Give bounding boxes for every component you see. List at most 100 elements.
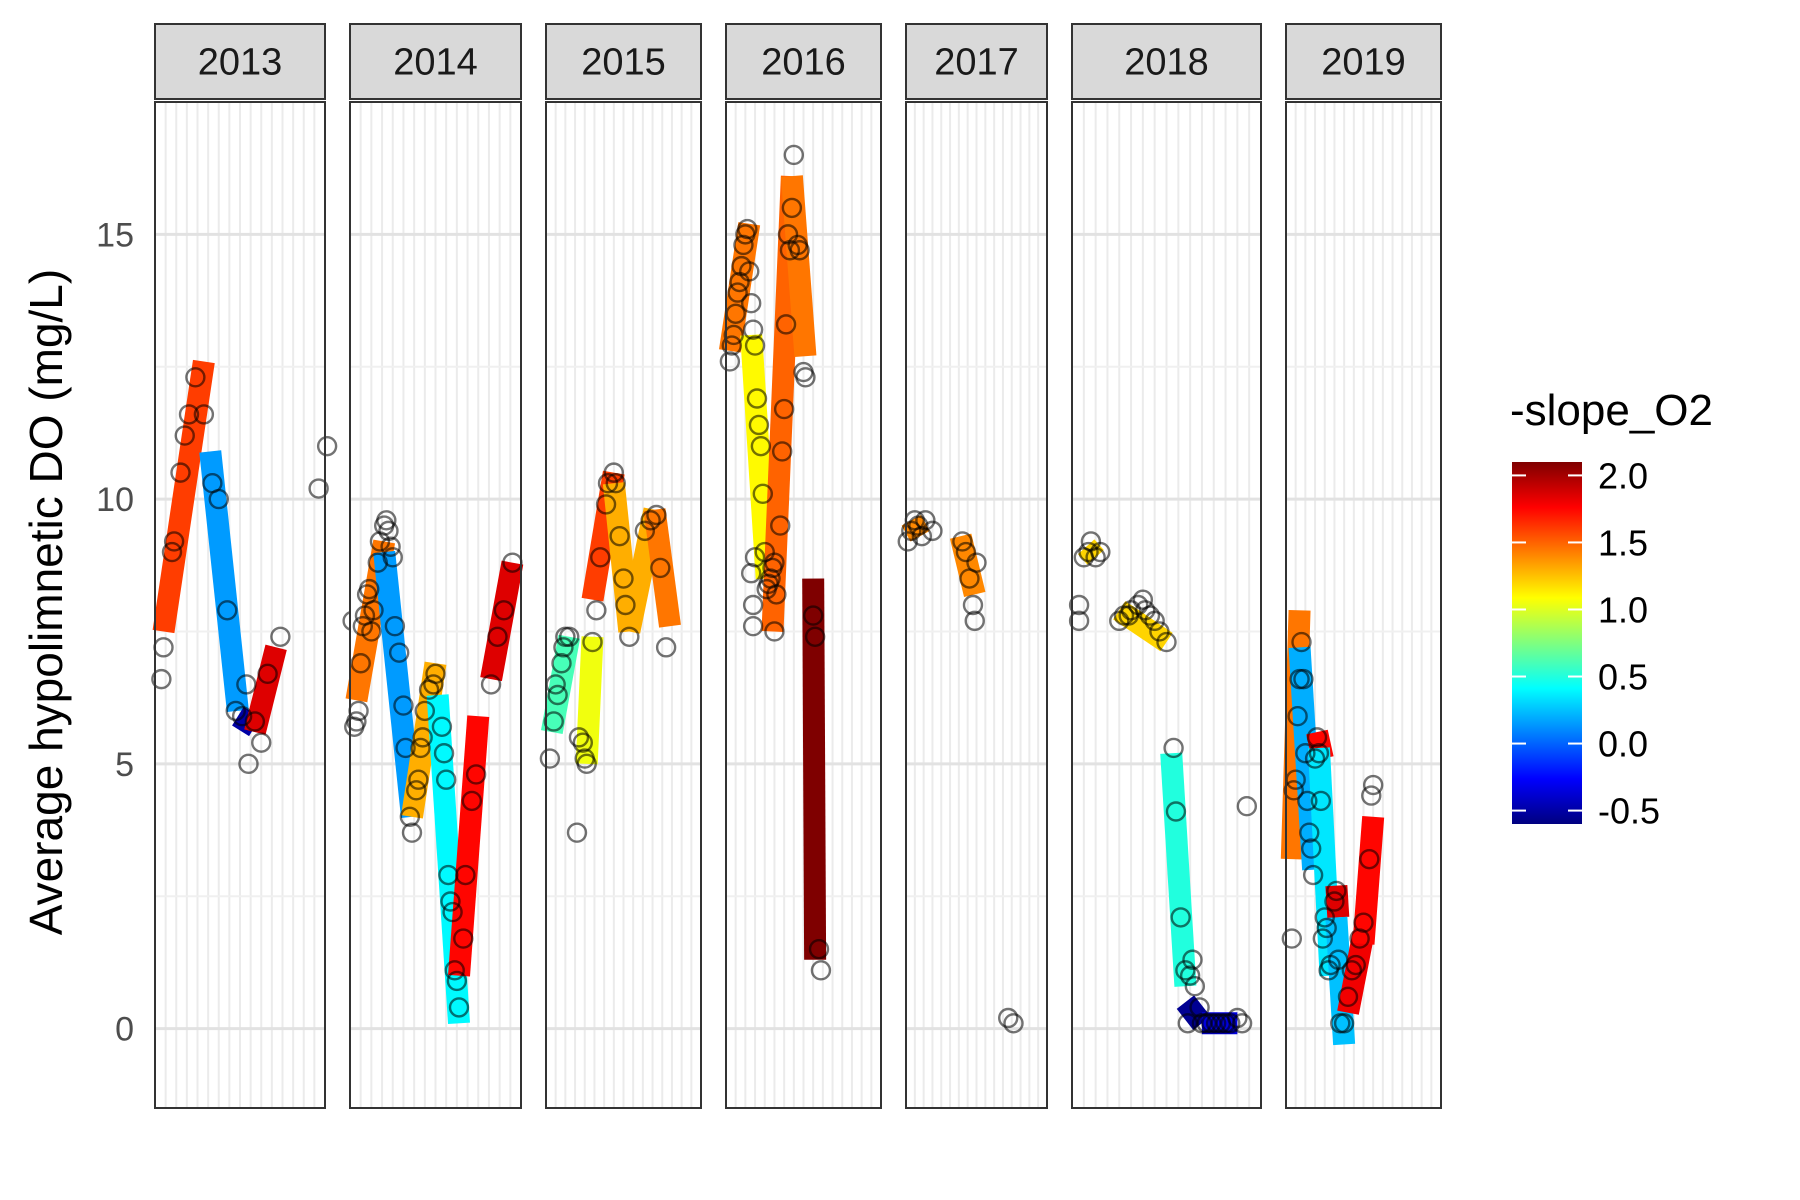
data-point	[382, 547, 403, 568]
data-point	[1308, 743, 1330, 764]
data-point	[406, 780, 427, 801]
data-point	[748, 414, 770, 436]
trend-segment	[740, 334, 778, 580]
data-point	[764, 552, 785, 573]
data-point	[723, 324, 744, 346]
strip-label: 2016	[761, 42, 846, 84]
data-point	[225, 700, 246, 722]
data-point	[998, 1007, 1019, 1029]
trend-segment	[244, 644, 287, 735]
data-point	[1227, 1007, 1248, 1029]
panel-border	[545, 101, 702, 1109]
data-point	[480, 674, 502, 695]
data-point	[1300, 838, 1322, 859]
trend-segment	[540, 634, 581, 735]
data-point	[1316, 917, 1337, 939]
data-point	[487, 626, 508, 647]
data-point	[572, 732, 594, 753]
data-point	[414, 700, 436, 722]
data-point	[739, 261, 760, 282]
data-point	[771, 441, 793, 462]
trend-segment	[780, 175, 817, 357]
data-point	[163, 531, 185, 552]
data-point	[795, 367, 816, 388]
data-point	[1236, 796, 1258, 817]
trend-segment	[480, 560, 524, 682]
data-point	[393, 695, 414, 716]
trend-segment	[1160, 752, 1197, 987]
data-point	[742, 594, 764, 616]
data-point	[361, 621, 382, 642]
strip-background	[154, 23, 326, 100]
data-point	[1163, 737, 1184, 759]
data-point	[770, 515, 791, 536]
data-point	[595, 494, 617, 515]
data-point	[737, 218, 758, 240]
data-point	[605, 473, 626, 494]
data-point	[1293, 668, 1314, 690]
data-point	[551, 653, 572, 674]
data-point	[257, 663, 278, 685]
y-axis-title: Average hypolimnetic DO (mg/L)	[20, 269, 72, 935]
color-legend: -slope_O2 2.0 1.5 1.0 0.5 0.0 -0.5	[1510, 386, 1713, 832]
data-point	[388, 642, 410, 663]
facet-panel-2019: 2019	[1280, 23, 1442, 1109]
data-point	[1306, 727, 1328, 748]
data-point	[603, 462, 625, 483]
data-point	[553, 637, 574, 658]
data-point	[1144, 610, 1165, 632]
strip-background	[349, 23, 522, 100]
data-point	[719, 351, 741, 372]
data-point	[750, 435, 772, 457]
data-point	[1085, 547, 1106, 568]
panel-border	[1071, 101, 1262, 1109]
data-point	[766, 584, 787, 605]
data-point	[559, 626, 580, 647]
data-point	[962, 594, 984, 616]
data-point	[465, 764, 487, 785]
data-point	[1353, 912, 1374, 933]
data-point	[727, 282, 748, 303]
data-point	[646, 504, 667, 526]
trend-segment	[152, 359, 215, 634]
data-point	[922, 520, 943, 542]
data-point	[1314, 907, 1335, 928]
data-point	[440, 891, 461, 912]
data-point	[1326, 880, 1347, 902]
strip-label: 2013	[198, 42, 283, 84]
data-point	[586, 600, 607, 621]
data-point	[802, 605, 824, 626]
data-point	[1359, 848, 1380, 870]
data-point	[1345, 954, 1366, 976]
data-point	[539, 748, 561, 769]
y-tick-label: 0	[115, 1011, 134, 1049]
data-point	[350, 653, 371, 674]
panel-border	[1285, 101, 1442, 1109]
data-point	[955, 541, 977, 563]
data-point	[1337, 986, 1359, 1008]
data-point	[1362, 774, 1384, 796]
facet-panel-2017: 2017	[897, 23, 1048, 1109]
data-point	[431, 716, 453, 737]
strip-label: 2014	[393, 42, 478, 84]
panel-border	[725, 101, 882, 1109]
trend-segment	[719, 222, 761, 353]
data-point	[1149, 621, 1170, 642]
data-point	[316, 435, 338, 457]
data-point	[376, 510, 397, 531]
data-point	[1165, 801, 1187, 822]
trend-segment	[575, 636, 604, 765]
strip-label: 2019	[1321, 42, 1406, 84]
data-point	[1341, 960, 1363, 981]
data-point	[655, 637, 677, 658]
data-point	[1295, 743, 1316, 764]
data-point	[964, 610, 985, 632]
facet-panel-2018: 2018	[1068, 23, 1262, 1109]
data-point	[185, 367, 206, 388]
strip-label: 2015	[581, 42, 666, 84]
legend-tick-label: 0.5	[1598, 657, 1648, 698]
data-point	[444, 960, 465, 981]
data-point	[193, 404, 215, 425]
data-point	[1302, 864, 1324, 886]
